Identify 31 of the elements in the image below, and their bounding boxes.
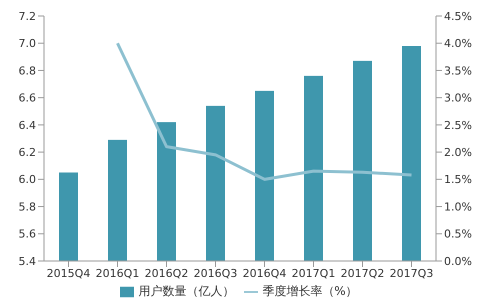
y-tick-label: 6.0 bbox=[18, 173, 36, 186]
y-tick-label: 5.4 bbox=[18, 254, 36, 268]
x-tick-label: 2017Q3 bbox=[390, 266, 434, 280]
legend-label: 季度增长率（%） bbox=[262, 284, 358, 298]
x-tick-label: 2016Q2 bbox=[144, 266, 188, 280]
y2-tick-label: 1.0% bbox=[444, 200, 472, 214]
y-tick-label: 5.8 bbox=[18, 200, 36, 214]
line-series bbox=[116, 42, 413, 181]
y2-tick-label: 4.5% bbox=[444, 10, 472, 23]
y-tick-label: 7.2 bbox=[18, 10, 36, 23]
x-tick-label: 2015Q4 bbox=[46, 266, 90, 280]
x-tick-label: 2016Q1 bbox=[96, 266, 140, 280]
y-tick-label: 6.2 bbox=[18, 146, 36, 160]
y-tick-label: 5.6 bbox=[18, 228, 36, 241]
y-tick-label: 6.6 bbox=[18, 92, 36, 105]
y2-tick-label: 0.5% bbox=[444, 228, 472, 241]
y2-tick-label: 1.5% bbox=[444, 173, 472, 186]
x-tick-label: 2017Q1 bbox=[292, 266, 336, 280]
y-tick-label: 6.8 bbox=[18, 64, 36, 78]
x-tick-label: 2017Q2 bbox=[340, 266, 384, 280]
x-tick-label: 2016Q4 bbox=[242, 266, 286, 280]
y-tick-label: 6.4 bbox=[18, 118, 36, 132]
x-tick-label: 2016Q3 bbox=[194, 266, 238, 280]
y2-tick-label: 2.5% bbox=[444, 118, 472, 132]
y2-tick-label: 3.0% bbox=[444, 92, 472, 105]
y2-tick-label: 4.0% bbox=[444, 37, 472, 50]
y2-tick-label: 3.5% bbox=[444, 64, 472, 78]
legend-label: 用户数量（亿人） bbox=[138, 284, 234, 298]
y2-tick-label: 2.0% bbox=[444, 146, 472, 160]
y-tick-label: 7.0 bbox=[18, 37, 36, 50]
y2-tick-label: 0.0% bbox=[444, 254, 472, 268]
